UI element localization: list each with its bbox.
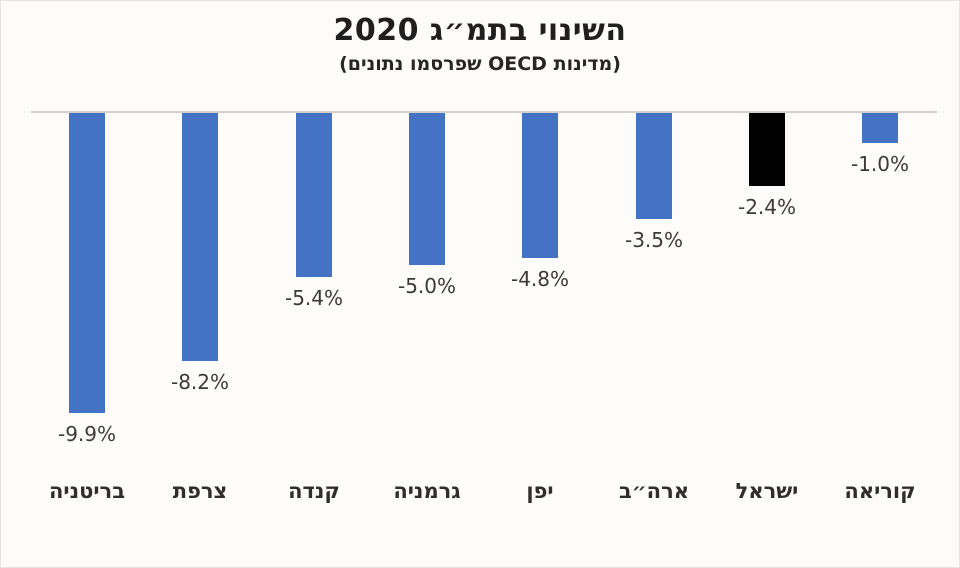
bar-usa [636, 113, 672, 219]
baseline-axis [31, 111, 937, 113]
category-label: צרפת [172, 479, 228, 503]
category-label: קוריאה [844, 479, 916, 503]
value-label: -5.4% [284, 286, 344, 310]
value-label: -3.5% [624, 228, 684, 252]
category-label: יפן [526, 479, 554, 503]
chart-title: השינוי בתמ״ג 2020 [333, 13, 627, 48]
bar-korea [862, 113, 898, 143]
bar-germany [409, 113, 445, 265]
category-label: קנדה [288, 479, 340, 503]
bar-japan [522, 113, 558, 258]
category-label: בריטניה [48, 479, 126, 503]
chart-subtitle: (מדינות OECD שפרסמו נתונים) [339, 53, 621, 75]
bar-israel [749, 113, 785, 186]
value-label: -9.9% [57, 422, 117, 446]
bar-france [182, 113, 218, 361]
value-label: -1.0% [850, 152, 910, 176]
value-label: -2.4% [737, 195, 797, 219]
value-label: -8.2% [170, 370, 230, 394]
value-label: -4.8% [510, 267, 570, 291]
value-label: -5.0% [397, 274, 457, 298]
category-label: גרמניה [393, 479, 461, 503]
category-label: ארה״ב [618, 479, 690, 503]
category-label: ישראל [735, 479, 799, 503]
bar-canada [296, 113, 332, 277]
bar-britain [69, 113, 105, 413]
